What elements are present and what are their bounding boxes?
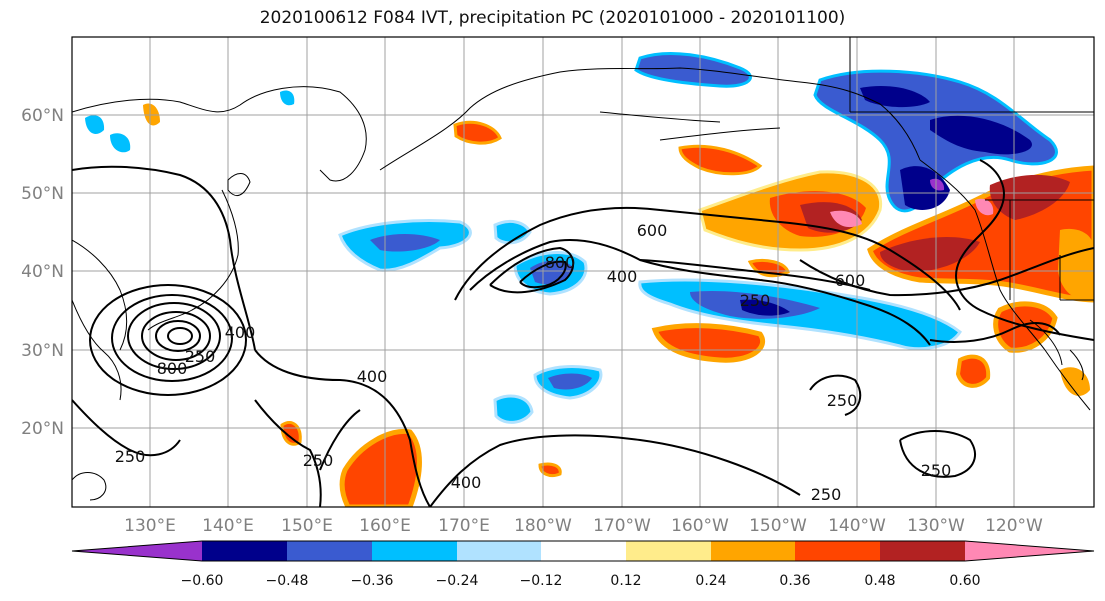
- colorbar-cell-under: [72, 541, 202, 561]
- colorbar-tick-label: −0.12: [520, 573, 563, 589]
- contour-label: 250: [740, 291, 771, 310]
- lon-tick-label: 160°E: [359, 516, 411, 536]
- colorbar-tick-label: 0.48: [864, 573, 895, 589]
- lat-tick-label: 30°N: [21, 341, 64, 361]
- ivt-contours: [72, 159, 1094, 507]
- colorbar-tick-label: 0.12: [610, 573, 641, 589]
- colorbar-cell: [287, 541, 372, 561]
- colorbar-cell: [711, 541, 795, 561]
- colorbar-cell: [457, 541, 541, 561]
- lat-tick-label: 50°N: [21, 184, 64, 204]
- contour-label: 600: [637, 221, 668, 240]
- lon-tick-label: 150°W: [749, 516, 807, 536]
- colorbar-cell: [626, 541, 711, 561]
- longitude-labels: 130°E 140°E 150°E 160°E 170°E 180°W 170°…: [124, 516, 1043, 536]
- contour-label: 250: [827, 391, 858, 410]
- contour-label: 250: [185, 347, 216, 366]
- lat-tick-label: 60°N: [21, 106, 64, 126]
- colorbar-tick-label: 0.60: [949, 573, 980, 589]
- lon-tick-label: 140°W: [828, 516, 886, 536]
- colorbar-tick-label: −0.48: [266, 573, 309, 589]
- lon-tick-label: 170°E: [438, 516, 490, 536]
- contour-label: 250: [115, 447, 146, 466]
- contour-label: 600: [835, 271, 866, 290]
- lon-tick-label: 160°W: [671, 516, 729, 536]
- coastlines: [72, 67, 1091, 501]
- colorbar-tick-label: −0.24: [436, 573, 479, 589]
- contour-label: 800: [157, 359, 188, 378]
- lon-tick-label: 130°W: [907, 516, 965, 536]
- precipitation-shading: [85, 52, 1094, 507]
- colorbar-tick-label: −0.36: [351, 573, 394, 589]
- map-title: 2020100612 F084 IVT, precipitation PC (2…: [259, 8, 846, 28]
- colorbar-tick-label: 0.36: [779, 573, 810, 589]
- colorbar: −0.60 −0.48 −0.36 −0.24 −0.12 0.12 0.24 …: [71, 540, 1095, 589]
- latitude-labels: 60°N 50°N 40°N 30°N 20°N: [21, 106, 64, 439]
- contour-label: 800: [545, 253, 576, 272]
- lon-tick-label: 130°E: [124, 516, 176, 536]
- contour-label: 250: [921, 461, 952, 480]
- colorbar-cell: [880, 541, 965, 561]
- map-gridlines: [72, 37, 1094, 507]
- lat-tick-label: 40°N: [21, 262, 64, 282]
- lon-tick-label: 120°W: [985, 516, 1043, 536]
- colorbar-cell: [795, 541, 880, 561]
- lon-tick-label: 150°E: [281, 516, 333, 536]
- colorbar-outline: [71, 540, 1095, 562]
- lon-tick-label: 140°E: [202, 516, 254, 536]
- map-frame: [71, 36, 1095, 508]
- contour-label: 400: [357, 367, 388, 386]
- colorbar-tick-label: −0.60: [181, 573, 224, 589]
- colorbar-cell: [541, 541, 626, 561]
- colorbar-cell: [372, 541, 457, 561]
- colorbar-cell: [202, 541, 287, 561]
- contour-label: 400: [451, 473, 482, 492]
- lat-tick-label: 20°N: [21, 419, 64, 439]
- lon-tick-label: 170°W: [593, 516, 651, 536]
- contour-label: 250: [811, 485, 842, 504]
- contour-labels: 600 800 400 250 600 800 400 400 250 250 …: [115, 221, 952, 504]
- colorbar-cell-over: [965, 541, 1094, 561]
- lon-tick-label: 180°W: [514, 516, 572, 536]
- contour-label: 250: [303, 451, 334, 470]
- colorbar-tick-label: 0.24: [695, 573, 726, 589]
- contour-label: 400: [225, 323, 256, 342]
- contour-label: 400: [607, 267, 638, 286]
